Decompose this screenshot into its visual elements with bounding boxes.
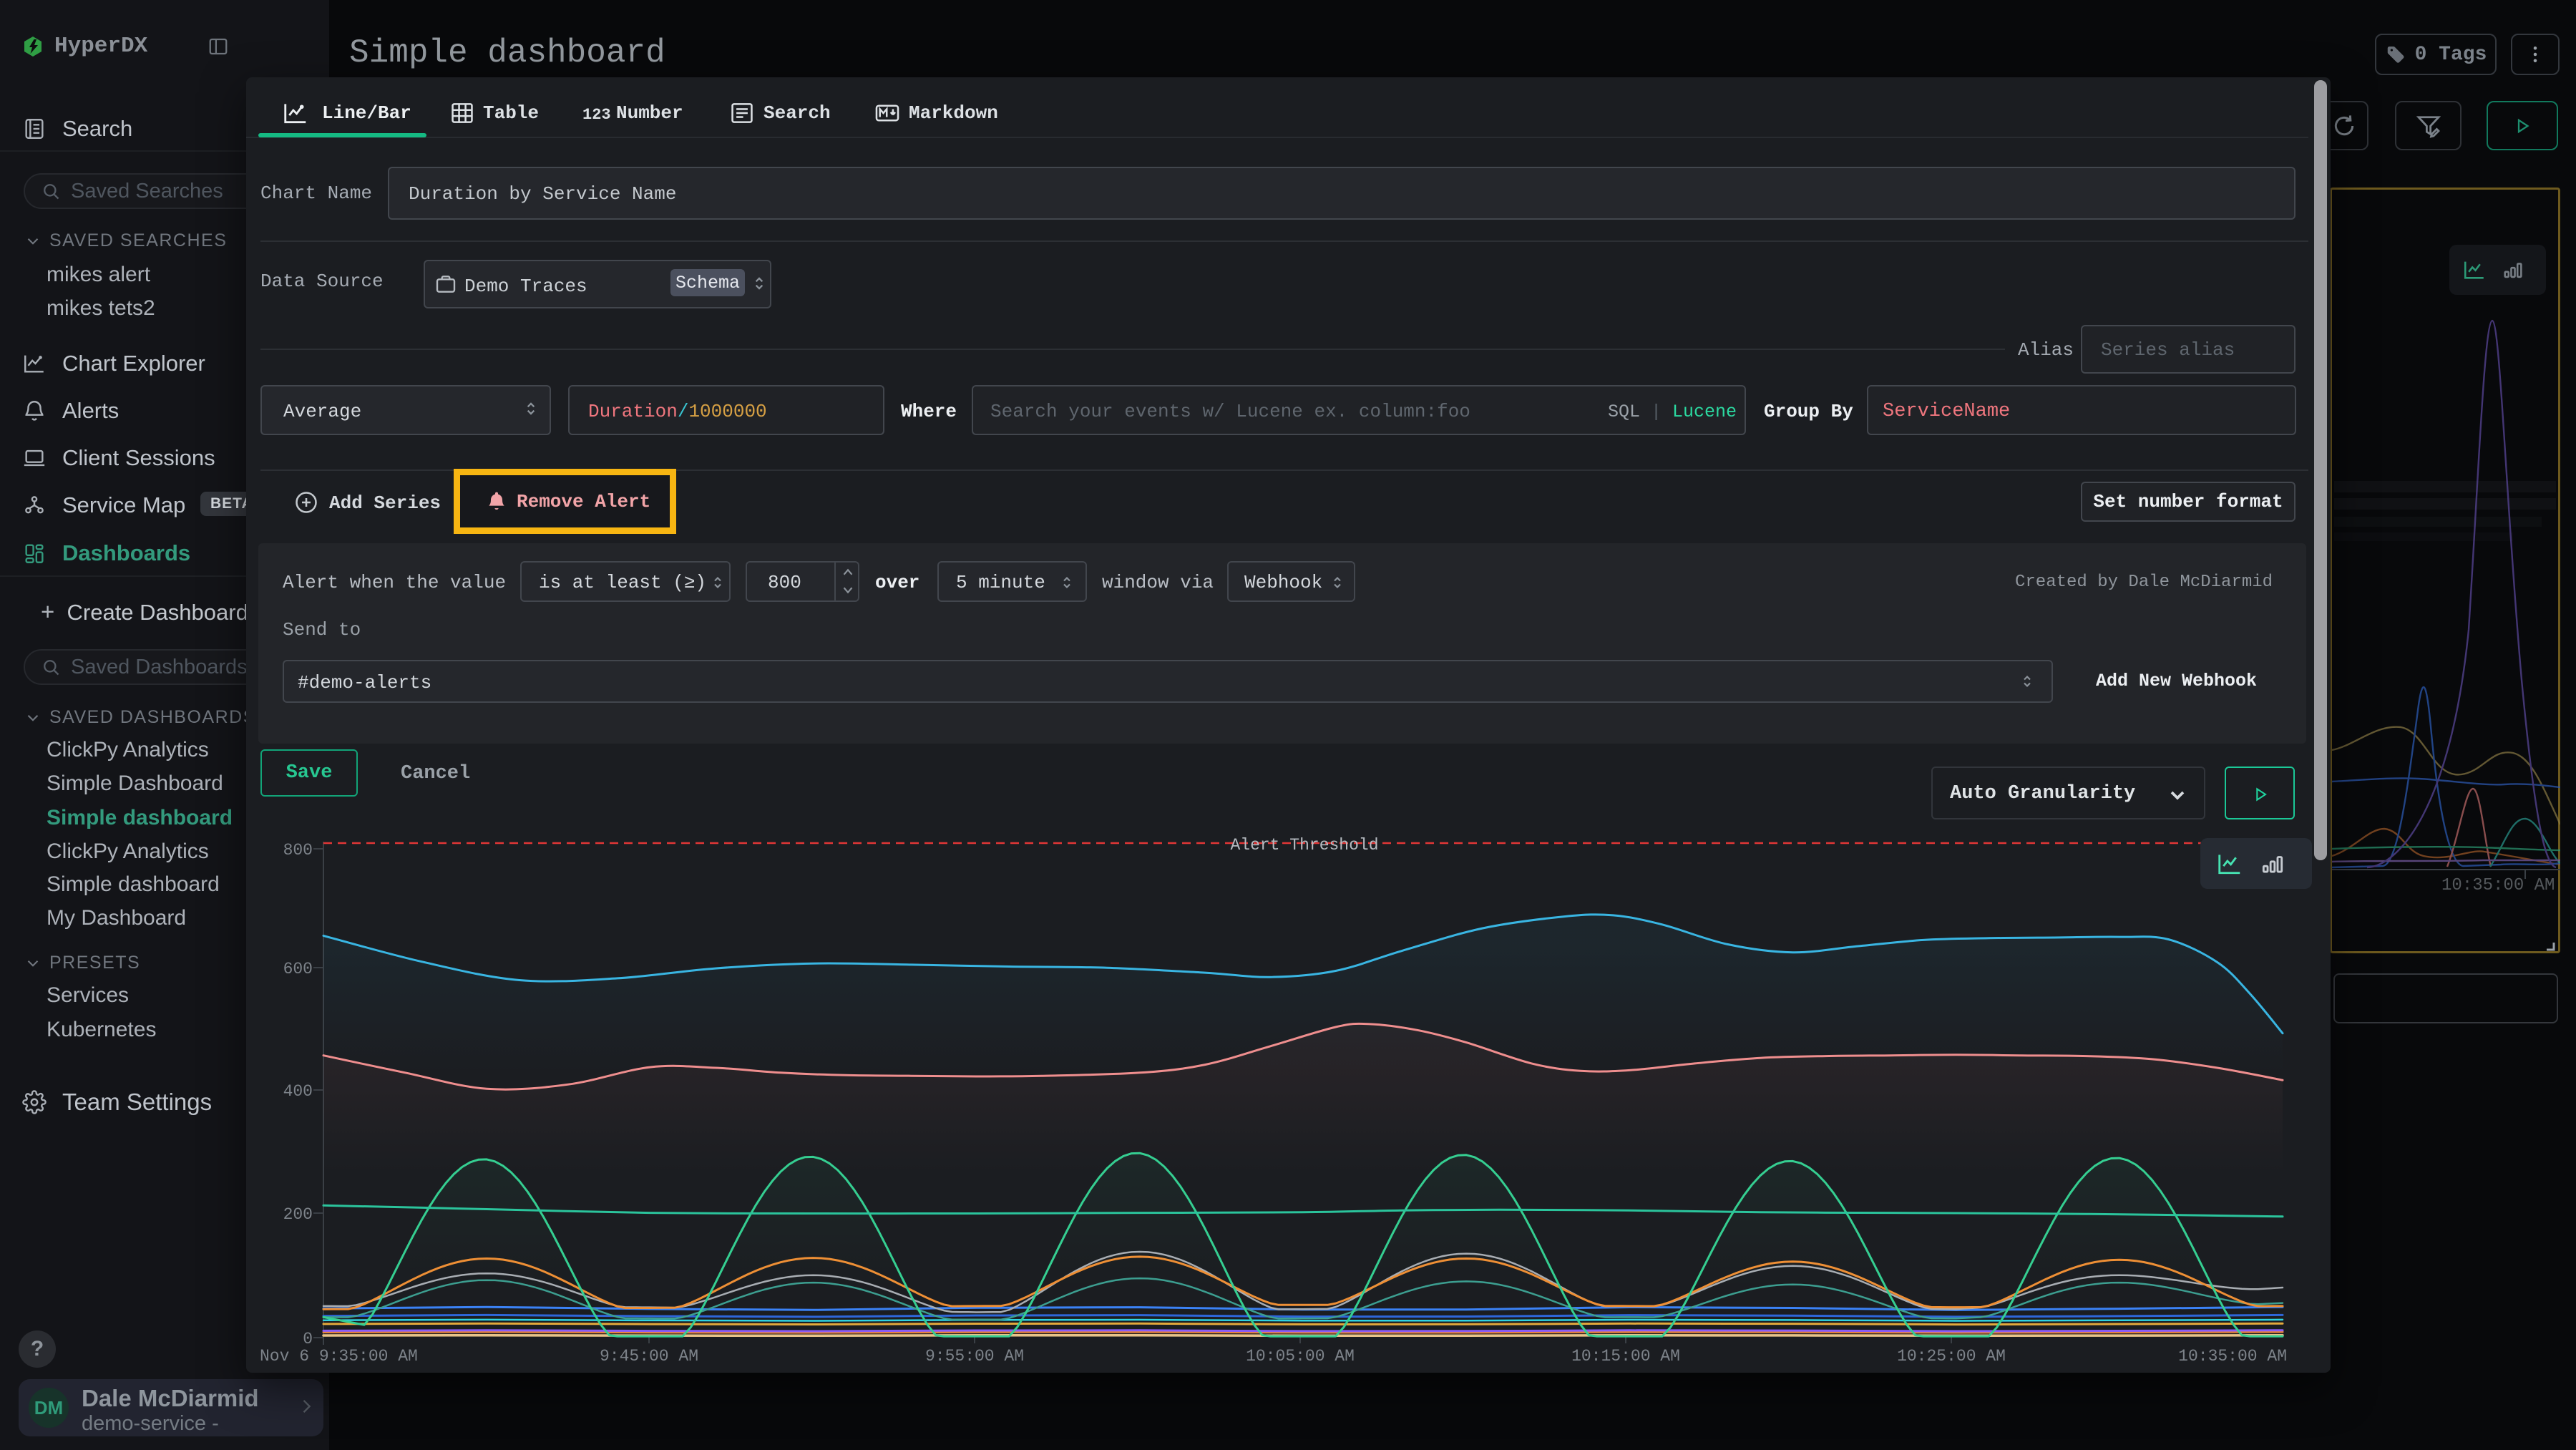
svg-text:600: 600 [283,960,313,978]
svg-text:Alert Threshold: Alert Threshold [1230,836,1378,855]
svg-text:0: 0 [303,1330,313,1348]
svg-text:10:15:00 AM: 10:15:00 AM [1571,1347,1680,1366]
svg-text:200: 200 [283,1205,313,1224]
svg-text:Nov 6 9:35:00 AM: Nov 6 9:35:00 AM [260,1347,418,1366]
svg-text:800: 800 [283,841,313,860]
svg-text:9:45:00 AM: 9:45:00 AM [600,1347,698,1366]
svg-text:9:55:00 AM: 9:55:00 AM [925,1347,1024,1366]
svg-text:400: 400 [283,1082,313,1101]
svg-text:10:05:00 AM: 10:05:00 AM [1246,1347,1355,1366]
svg-text:10:35:00 AM: 10:35:00 AM [2178,1347,2287,1366]
svg-text:10:25:00 AM: 10:25:00 AM [1897,1347,2006,1366]
